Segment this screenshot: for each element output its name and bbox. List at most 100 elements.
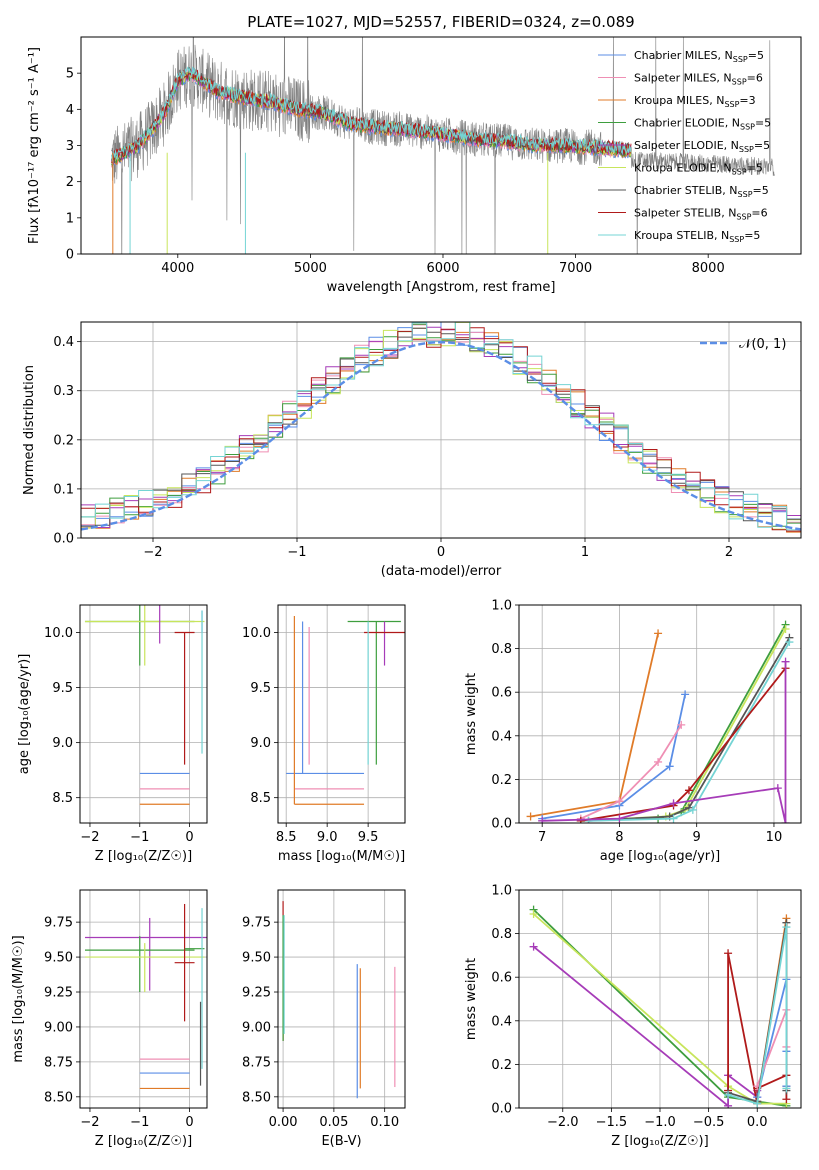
marker-kroupa_stelib [782,923,791,932]
x-tick-label: 6000 [426,261,459,276]
y-tick-label: 3 [66,139,74,154]
plot-area [81,322,801,533]
y-tick-label: 0.6 [491,971,512,986]
x-tick-label: −1 [287,545,306,560]
residuals-plot: 𝒩(0, 1) −2 −1 0 1 2 0.0 0.1 0.2 0.3 0.4 (data-model… [22,321,802,579]
age-vs-mass-plot: 8.5 9.0 9.5 8.5 9.0 9.5 10.0 mass [log₁₀(M/M☉)] [242,604,406,864]
plot-area [84,605,205,805]
marker-salpeter_miles [677,720,686,729]
plot-area [84,903,207,1090]
legend-label-chabrier_stelib: Chabrier STELIB, NSSP=5 [634,184,769,199]
mass-weight-vs-metallicity-plot: −2.0 −1.5 −1.0 −0.5 0.0 0.0 0.2 0.4 0.6 0.8 1.0 Z [… [464,884,802,1149]
x-tick-label: 0.10 [370,1115,399,1130]
x-tick-label: 8000 [692,261,725,276]
y-tick-label: 9.75 [44,916,73,931]
marker-chabrier_miles [665,762,674,771]
y-tick-label: 4 [66,103,74,118]
legend-label-chabrier_miles: Chabrier MILES, NSSP=5 [634,49,764,64]
x-tick-label: −0.5 [693,1115,725,1130]
y-tick-label: 0.2 [491,1058,512,1073]
y-tick-label: 0.4 [491,1014,512,1029]
x-tick-label: −1 [130,830,149,845]
series-line-kroupa_elodie [533,913,787,1105]
plot-frame [277,604,406,824]
y-tick-label: 0.6 [491,686,512,701]
x-tick-label: −2 [80,830,99,845]
series-line-chabrier_miles [542,694,686,820]
x-axis-label: E(B-V) [321,1134,361,1149]
marker-salpeter_elodie [781,657,790,666]
series-line-kroupa_stelib [727,926,788,1105]
legend-label-salpeter_stelib: Salpeter STELIB, NSSP=6 [634,207,768,222]
x-tick-label: 9.0 [317,830,338,845]
y-tick-label: 0 [66,248,74,263]
y-tick-label: 8.5 [52,791,73,806]
marker-salpeter_elodie [724,1101,733,1108]
x-tick-label: 5000 [294,261,327,276]
x-axis-label: Z [log₁₀(Z/Z☉)] [95,849,192,864]
marker-salpeter_stelib [782,1095,791,1104]
y-tick-label: 1 [66,211,74,226]
x-tick-label: 2 [725,545,733,560]
legend-label-salpeter_miles: Salpeter MILES, NSSP=6 [634,72,763,87]
x-tick-label: −2 [143,545,162,560]
y-tick-label: 8.50 [44,1090,73,1105]
y-tick-label: 8.75 [242,1055,271,1070]
x-tick-label: 0.05 [319,1115,348,1130]
x-tick-label: 1 [581,545,589,560]
x-tick-label: 9 [693,830,701,845]
marker-kroupa_stelib [782,1084,791,1093]
x-axis-label: (data-model)/error [381,564,502,579]
y-tick-label: 0.0 [53,532,74,547]
observed-spectrum-line [111,37,775,254]
x-tick-label: 0 [437,545,445,560]
y-tick-label: 8.75 [44,1055,73,1070]
y-tick-label: 1.0 [491,599,512,614]
marker-salpeter_elodie [773,784,782,793]
marker-kroupa_miles [526,812,535,821]
x-tick-label: −2.0 [547,1115,579,1130]
plot-area [286,616,405,805]
x-tick-label: −2 [80,1115,99,1130]
marker-salpeter_stelib [576,816,585,823]
plot-area [111,37,775,254]
x-axis-label: Z [log₁₀(Z/Z☉)] [95,1134,192,1149]
legend-label-chabrier_elodie: Chabrier ELODIE, NSSP=5 [634,117,771,132]
x-tick-label: 10 [766,830,783,845]
y-axis-label: Flux [fλ10⁻¹⁷ erg cm⁻² s⁻¹ A⁻¹] [27,47,42,244]
marker-salpeter_miles [654,757,663,766]
legend-label-kroupa_elodie: Kroupa ELODIE, NSSP=5 [634,162,763,177]
y-axis-label: mass weight [464,958,479,1040]
y-tick-label: 0.1 [53,482,74,497]
chart-title: PLATE=1027, MJD=52557, FIBERID=0324, z=0… [247,13,634,31]
series-line-salpeter_stelib [580,667,787,822]
y-tick-label: 8.50 [242,1090,271,1105]
x-tick-label: 0.0 [747,1115,768,1130]
plot-frame [277,889,406,1109]
y-tick-label: 9.0 [250,736,271,751]
marker-kroupa_stelib [753,1099,762,1108]
y-tick-label: 0.8 [491,927,512,942]
plot-area [526,620,794,823]
y-tick-label: 9.5 [250,681,271,696]
gaussian-curve [81,340,801,531]
x-tick-label: 0.00 [269,1115,298,1130]
x-axis-label: mass [log₁₀(M/M☉)] [278,849,405,864]
y-tick-label: 9.50 [44,951,73,966]
spectrum-plot: PLATE=1027, MJD=52557, FIBERID=0324, z=0… [27,13,802,295]
y-tick-label: 9.75 [242,916,271,931]
y-tick-label: 2 [66,175,74,190]
y-tick-label: 10.0 [242,626,271,641]
y-tick-label: 10.0 [44,626,73,641]
x-axis-label: age [log₁₀(age/yr)] [600,849,721,864]
spectrum-legend: Chabrier MILES, NSSP=5 Salpeter MILES, NS… [598,49,771,244]
x-tick-label: 4000 [161,261,194,276]
y-axis-label: mass weight [464,673,479,755]
y-tick-label: 0.2 [491,773,512,788]
marker-kroupa_stelib [688,805,697,814]
legend-label-kroupa_stelib: Kroupa STELIB, NSSP=5 [634,229,760,244]
y-tick-label: 8.5 [250,791,271,806]
plot-frame [518,604,802,824]
y-tick-label: 0.3 [53,384,74,399]
